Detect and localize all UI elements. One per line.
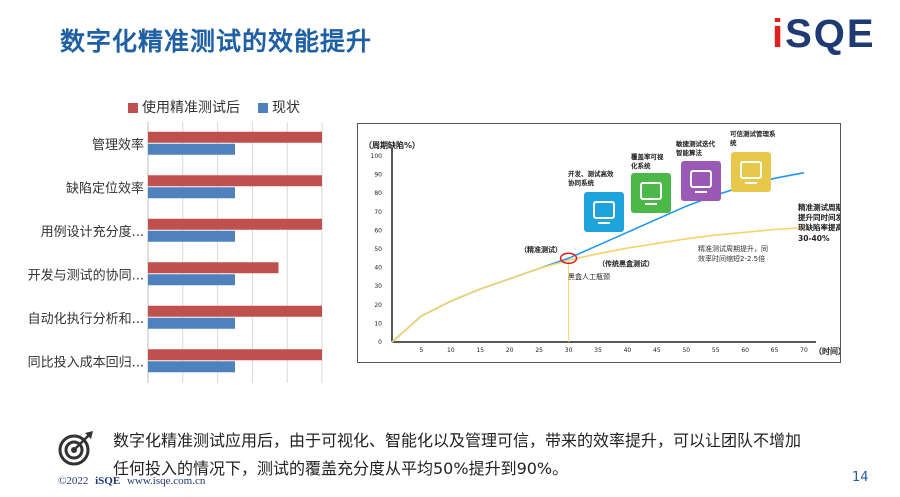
annotation-right-2: 提升同时间发 — [798, 212, 840, 222]
y-tick-6: 60 — [374, 227, 382, 234]
annotation-cycle-1: 精准测试周期提升，同 — [698, 244, 768, 253]
bar-current-2 — [148, 230, 235, 242]
x-tick-0: 5 — [420, 347, 424, 354]
bar-after-1 — [148, 175, 322, 187]
annotation-right-4: 30-40% — [798, 234, 830, 243]
bar-current-1 — [148, 187, 235, 199]
category-label-1: 缺陷定位效率 — [66, 180, 144, 196]
annotation-right-3: 现缺陷率提高 — [798, 222, 840, 232]
annotation-precise: （精准测试） — [520, 245, 562, 254]
footer-url[interactable]: www.isqe.com.cn — [126, 475, 206, 487]
algorithm-icon-glyph — [690, 170, 712, 188]
bar-current-4 — [148, 317, 235, 329]
summary-line-1: 数字化精准测试应用后，由于可视化、智能化以及管理可信，带来的效率提升，可以让团队… — [113, 431, 802, 450]
feature-label-2-line1: 敏捷测试迭代 — [675, 139, 716, 148]
footer: ©2022 iSQE www.isqe.com.cn — [58, 475, 205, 487]
y-tick-8: 80 — [374, 190, 382, 197]
collaboration-icon — [584, 192, 624, 232]
x-tick-9: 50 — [682, 347, 690, 354]
page-title: 数字化精准测试的效能提升 — [60, 27, 373, 56]
coverage-icon-glyph — [640, 182, 662, 200]
summary-line-2: 任何投入的情况下，测试的覆盖充分度从平均50%提升到90%。 — [113, 459, 569, 478]
feature-label-0-line2: 协同系统 — [568, 178, 595, 187]
feature-label-2-line2: 智能算法 — [676, 148, 703, 157]
x-tick-6: 35 — [594, 347, 602, 354]
x-tick-4: 25 — [535, 347, 543, 354]
x-tick-2: 15 — [476, 347, 484, 354]
x-tick-13: 70 — [800, 347, 808, 354]
defect-curve-chart: （周期缺陷%） （时间） 0 10 20 30 40 50 60 70 80 90 100 5 10 15 20… — [364, 129, 840, 356]
bar-after-4 — [148, 305, 322, 317]
isqe-logo: iSQE — [772, 12, 876, 56]
legend-swatch-1 — [258, 103, 268, 113]
bar-after-2 — [148, 218, 322, 230]
y-tick-1: 10 — [374, 320, 382, 327]
y-tick-7: 70 — [374, 209, 382, 216]
page-number: 14 — [852, 470, 869, 485]
legend-label-1: 现状 — [272, 100, 300, 116]
category-label-4: 自动化执行分析和... — [28, 312, 144, 327]
x-tick-12: 65 — [771, 347, 779, 354]
footer-brand: iSQE — [95, 475, 121, 487]
y-tick-2: 20 — [374, 302, 382, 309]
bar-after-5 — [148, 349, 322, 361]
bar-current-0 — [148, 143, 235, 155]
crossover-circle — [559, 252, 578, 265]
y-tick-5: 50 — [374, 246, 382, 253]
legend-label-0: 使用精准测试后 — [142, 99, 240, 116]
bar-after-0 — [148, 131, 322, 143]
feature-label-3-line2: 统 — [730, 138, 737, 147]
x-tick-5: 30 — [565, 347, 573, 354]
coverage-icon — [631, 173, 671, 213]
category-label-0: 管理效率 — [92, 137, 144, 153]
annotation-bottleneck: 黑盒人工瓶颈 — [568, 272, 610, 281]
summary-text: 数字化精准测试应用后，由于可视化、智能化以及管理可信，带来的效率提升，可以让团队… — [113, 427, 873, 483]
algorithm-icon — [681, 161, 721, 201]
y-tick-9: 90 — [374, 172, 382, 179]
y-tick-3: 30 — [374, 283, 382, 290]
management-icon — [731, 152, 771, 192]
feature-label-1-line2: 化系统 — [631, 161, 651, 170]
y-tick-4: 40 — [374, 265, 382, 272]
defect-curve-panel: （周期缺陷%） （时间） 0 10 20 30 40 50 60 70 80 90 100 5 10 15 20… — [357, 123, 841, 363]
bar-after-3 — [148, 262, 279, 274]
x-tick-8: 45 — [653, 347, 661, 354]
management-icon-glyph — [740, 161, 762, 179]
bar-current-3 — [148, 274, 235, 286]
x-tick-11: 60 — [741, 347, 749, 354]
y-axis-label: （周期缺陷%） — [364, 140, 420, 150]
category-label-2: 用例设计充分度... — [41, 224, 144, 240]
y-tick-10: 100 — [371, 153, 383, 160]
annotation-cycle-2: 效率时间缩短2-2.5倍 — [698, 254, 765, 263]
y-tick-0: 0 — [378, 339, 382, 346]
category-label-5: 同比投入成本回归... — [28, 354, 144, 370]
x-tick-10: 55 — [712, 347, 720, 354]
feature-label-0-line1: 开发、测试高效 — [568, 169, 614, 178]
collaboration-icon-glyph — [593, 201, 615, 219]
target-icon — [58, 431, 93, 466]
series-line-traditional — [391, 226, 805, 343]
x-tick-7: 40 — [624, 347, 632, 354]
bar-current-5 — [148, 361, 235, 373]
category-label-3: 开发与测试的协同... — [28, 267, 144, 283]
feature-label-1-line1: 覆盖率可视 — [631, 152, 664, 161]
x-tick-1: 10 — [447, 347, 455, 354]
legend-swatch-0 — [128, 103, 138, 113]
feature-label-3-line1: 可信测试管理系 — [730, 129, 776, 138]
footer-copyright: ©2022 — [58, 475, 89, 487]
annotation-right-1: 精准测试周期， — [798, 202, 840, 212]
x-tick-3: 20 — [506, 347, 514, 354]
annotation-traditional: （传统黑盒测试） — [598, 259, 654, 268]
x-axis-label: （时间） — [814, 346, 840, 356]
